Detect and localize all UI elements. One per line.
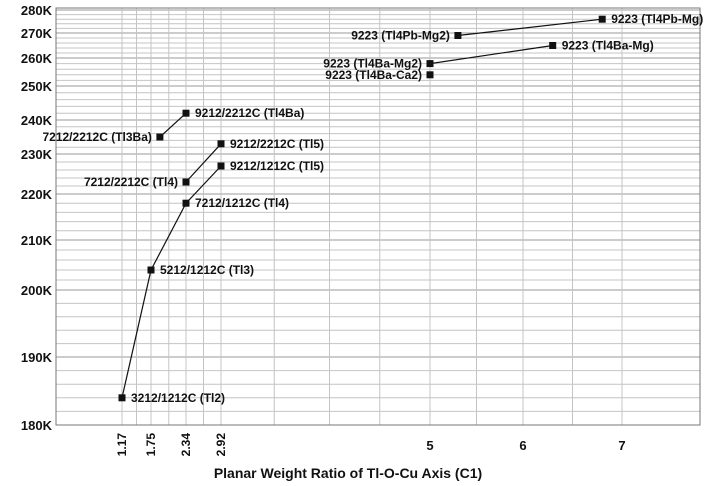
y-tick-label: 260K [21,51,53,66]
grid [56,8,700,426]
data-point-marker [426,71,434,79]
data-point-marker [454,32,462,39]
data-point-marker [217,140,225,148]
data-point-label: 9212/2212C (Tl5) [230,137,324,151]
y-tick-label: 200K [21,283,53,298]
data-point-label: 3212/1212C (Tl2) [131,391,225,405]
x-tick-label: 5 [426,438,433,453]
x-tick-label: 2.92 [214,433,228,457]
series-line [159,112,187,138]
y-tick-label: 250K [21,79,53,94]
data-point-label: 9212/1212C (Tl5) [230,159,324,173]
data-point-marker [182,178,190,186]
data-point-label: 7212/2212C (Tl4) [84,175,178,189]
data-point-marker [118,394,126,402]
y-tick-label: 280K [21,3,53,18]
data-point-marker [147,266,155,274]
data-point-marker [156,133,164,141]
series-line [457,18,603,37]
data-point-marker [598,15,606,23]
x-tick-label: 1.17 [115,433,129,457]
data-point-marker [182,199,190,207]
series-line [121,165,222,398]
y-tick-label: 210K [21,233,53,248]
data-point-label: 9212/2212C (Tl4Ba) [195,106,304,120]
plot-frame [55,7,701,426]
data-point-label: 7212/1212C (Tl4) [195,196,289,210]
y-tick-label: 220K [21,187,53,202]
data-point-marker [549,42,557,49]
data-point-marker [182,109,190,117]
data-point-label: 9223 (Tl4Pb-Mg) [611,12,703,26]
data-point-marker [217,162,225,170]
y-tick-label: 230K [21,147,53,162]
x-tick-label: 1.75 [144,433,158,457]
data-point-label: 9223 (Tl4Ba-Ca2) [325,68,422,82]
data-point-label: 5212/1212C (Tl3) [160,263,254,277]
axes: 180K 190K 200K 210K 220K 230K 240K 250K 260K 270K… [21,3,701,457]
x-tick-label: 2.34 [179,433,193,457]
y-tick-label: 190K [21,350,53,365]
y-tick-label: 240K [21,113,53,128]
series-line [185,143,222,183]
data-points: 3212/1212C (Tl2) 5212/1212C (Tl3) 7212/121… [42,12,703,405]
x-axis-label: Planar Weight Ratio of Tl-O-Cu Axis (C1) [214,465,482,481]
data-point-label: 9223 (Tl4Pb-Mg2) [351,29,450,43]
data-point-marker [426,60,434,68]
data-point-label: 9223 (Tl4Ba-Mg) [562,39,654,53]
x-tick-label: 7 [618,438,625,453]
series-line [429,44,553,65]
series-lines [121,18,603,398]
y-tick-label: 180K [21,418,53,433]
data-point-label: 9223 (Tl4Ba-Mg2) [323,57,422,71]
x-tick-label: 6 [519,438,526,453]
y-tick-label: 270K [21,26,53,41]
data-point-label: 7212/2212C (Tl3Ba) [42,130,151,144]
